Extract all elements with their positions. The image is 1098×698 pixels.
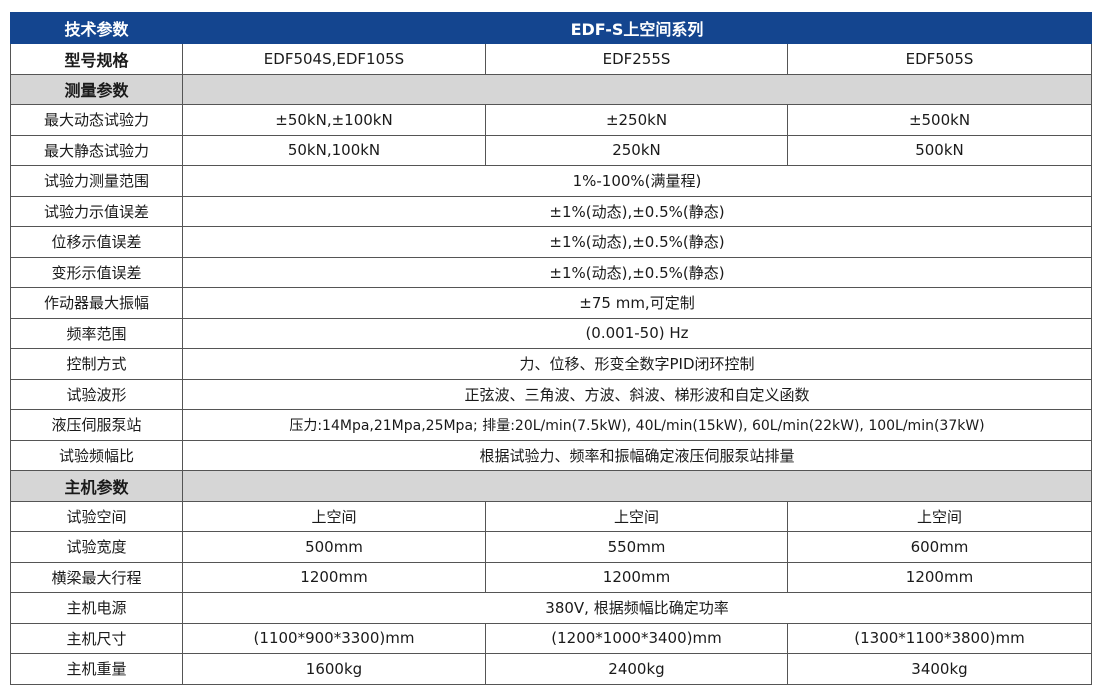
table-cell: 50kN,100kN [182,134,486,166]
row-label: 位移示值误差 [10,226,183,258]
row-label: 主机尺寸 [10,622,183,654]
row-label: 试验力示值误差 [10,195,183,227]
table-cell: 600mm [787,531,1092,563]
row-label: 试验波形 [10,378,183,410]
table-cell: 上空间 [485,500,788,532]
row-label: 试验宽度 [10,531,183,563]
row-label: 频率范围 [10,317,183,349]
table-row: 位移示值误差 ±1%(动态),±0.5%(静态) [10,226,1092,258]
merged-cell: ±1%(动态),±0.5%(静态) [182,195,1092,227]
section-measure-row: 测量参数 [10,73,1092,105]
row-label: 控制方式 [10,348,183,380]
table-cell: ±500kN [787,104,1092,136]
table-cell: 250kN [485,134,788,166]
merged-cell: ±75 mm,可定制 [182,287,1092,319]
table-row: 变形示值误差 ±1%(动态),±0.5%(静态) [10,256,1092,288]
spec-table: 技术参数 EDF-S上空间系列 型号规格 EDF504S,EDF105S EDF… [10,12,1092,685]
row-label: 最大动态试验力 [10,104,183,136]
merged-cell: (0.001-50) Hz [182,317,1092,349]
table-row: 作动器最大振幅 ±75 mm,可定制 [10,287,1092,319]
merged-cell: ±1%(动态),±0.5%(静态) [182,256,1092,288]
row-label: 试验频幅比 [10,439,183,471]
table-row: 主机尺寸 (1100*900*3300)mm (1200*1000*3400)m… [10,622,1092,654]
table-cell: 1200mm [485,561,788,593]
merged-cell: 1%-100%(满量程) [182,165,1092,197]
table-row: 最大静态试验力 50kN,100kN 250kN 500kN [10,134,1092,166]
merged-cell: 根据试验力、频率和振幅确定液压伺服泵站排量 [182,439,1092,471]
merged-cell: ±1%(动态),±0.5%(静态) [182,226,1092,258]
table-cell: 1600kg [182,653,486,685]
section-host-row: 主机参数 [10,470,1092,502]
table-cell: ±250kN [485,104,788,136]
section-filler [182,73,1092,105]
table-header-row: 技术参数 EDF-S上空间系列 [10,12,1092,44]
table-cell: 3400kg [787,653,1092,685]
row-label: 主机重量 [10,653,183,685]
table-cell: (1100*900*3300)mm [182,622,486,654]
table-cell: 500kN [787,134,1092,166]
table-cell: 1200mm [182,561,486,593]
header-label: 技术参数 [10,12,183,44]
section-title-measure: 测量参数 [10,73,183,105]
table-row: 液压伺服泵站 压力:14Mpa,21Mpa,25Mpa; 排量:20L/min(… [10,409,1092,441]
table-row: 试验力测量范围 1%-100%(满量程) [10,165,1092,197]
table-row: 试验宽度 500mm 550mm 600mm [10,531,1092,563]
table-row: 试验空间 上空间 上空间 上空间 [10,500,1092,532]
model-cell: EDF505S [787,43,1092,75]
row-label: 主机电源 [10,592,183,624]
row-label: 试验空间 [10,500,183,532]
table-cell: 上空间 [787,500,1092,532]
table-cell: 550mm [485,531,788,563]
row-label: 试验力测量范围 [10,165,183,197]
series-title: EDF-S上空间系列 [182,12,1092,44]
model-cell: EDF504S,EDF105S [182,43,486,75]
table-row: 横梁最大行程 1200mm 1200mm 1200mm [10,561,1092,593]
merged-cell: 380V, 根据频幅比确定功率 [182,592,1092,624]
row-label: 最大静态试验力 [10,134,183,166]
table-row: 控制方式 力、位移、形变全数字PID闭环控制 [10,348,1092,380]
table-row: 主机重量 1600kg 2400kg 3400kg [10,653,1092,685]
table-cell: 上空间 [182,500,486,532]
row-label: 变形示值误差 [10,256,183,288]
merged-cell: 压力:14Mpa,21Mpa,25Mpa; 排量:20L/min(7.5kW),… [182,409,1092,441]
table-row: 最大动态试验力 ±50kN,±100kN ±250kN ±500kN [10,104,1092,136]
section-filler [182,470,1092,502]
table-cell: (1300*1100*3800)mm [787,622,1092,654]
table-row: 试验波形 正弦波、三角波、方波、斜波、梯形波和自定义函数 [10,378,1092,410]
table-row: 试验力示值误差 ±1%(动态),±0.5%(静态) [10,195,1092,227]
model-row-label: 型号规格 [10,43,183,75]
table-row: 主机电源 380V, 根据频幅比确定功率 [10,592,1092,624]
table-cell: ±50kN,±100kN [182,104,486,136]
table-cell: 2400kg [485,653,788,685]
merged-cell: 力、位移、形变全数字PID闭环控制 [182,348,1092,380]
table-cell: 1200mm [787,561,1092,593]
table-row: 频率范围 (0.001-50) Hz [10,317,1092,349]
table-row: 试验频幅比 根据试验力、频率和振幅确定液压伺服泵站排量 [10,439,1092,471]
row-label: 作动器最大振幅 [10,287,183,319]
row-label: 液压伺服泵站 [10,409,183,441]
table-cell: 500mm [182,531,486,563]
section-title-host: 主机参数 [10,470,183,502]
model-row: 型号规格 EDF504S,EDF105S EDF255S EDF505S [10,43,1092,75]
merged-cell: 正弦波、三角波、方波、斜波、梯形波和自定义函数 [182,378,1092,410]
row-label: 横梁最大行程 [10,561,183,593]
model-cell: EDF255S [485,43,788,75]
table-cell: (1200*1000*3400)mm [485,622,788,654]
